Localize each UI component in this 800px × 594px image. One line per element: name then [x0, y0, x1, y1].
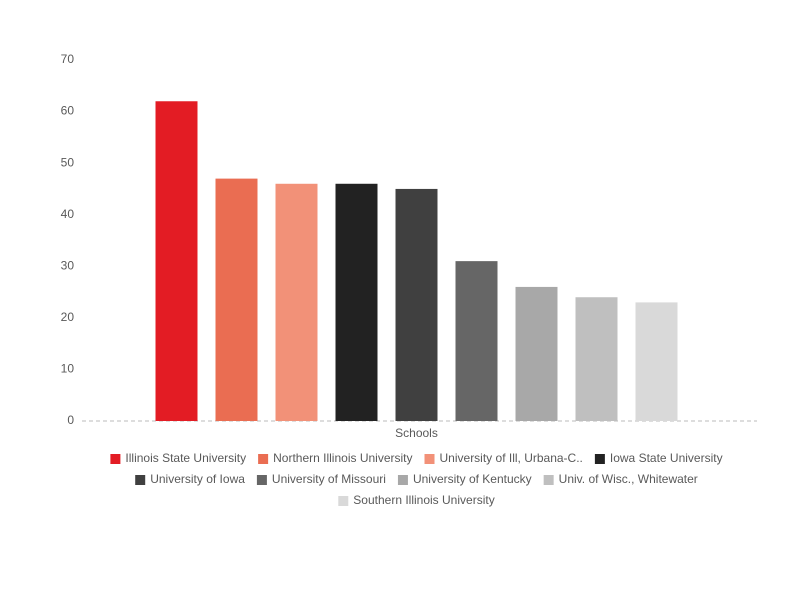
legend-label: University of Ill, Urbana-C..: [440, 451, 583, 465]
bar: [215, 178, 258, 421]
bar: [155, 101, 198, 421]
legend-swatch: [256, 475, 267, 485]
legend-swatch: [594, 454, 605, 464]
bar: [275, 183, 318, 421]
x-tick-label: Schools: [395, 426, 438, 440]
legend-label: Northern Illinois University: [273, 451, 412, 465]
bar: [635, 302, 678, 421]
legend-swatch: [258, 454, 269, 464]
y-tick-label: 40: [61, 207, 75, 221]
legend-label: Iowa State University: [610, 451, 723, 465]
legend-label: University of Iowa: [150, 472, 245, 486]
y-tick-label: 30: [61, 258, 75, 272]
legend-item: Southern Illinois University: [338, 493, 495, 507]
legend-swatch: [543, 475, 554, 485]
legend-swatch: [110, 454, 121, 464]
legend-label: University of Missouri: [272, 472, 386, 486]
legend-swatch: [397, 475, 408, 485]
bar: [455, 261, 498, 421]
legend-item: Iowa State University: [594, 451, 723, 465]
y-tick-label: 0: [67, 413, 74, 427]
legend-label: Univ. of Wisc., Whitewater: [559, 472, 698, 486]
legend-item: University of Ill, Urbana-C..: [424, 451, 583, 465]
legend-swatch: [338, 496, 349, 506]
bar: [395, 188, 438, 421]
legend-item: University of Kentucky: [397, 472, 532, 486]
y-tick-label: 20: [61, 310, 75, 324]
legend-item: Univ. of Wisc., Whitewater: [543, 472, 698, 486]
legend-item: Illinois State University: [110, 451, 246, 465]
y-tick-label: 60: [61, 104, 75, 118]
y-tick-label: 70: [61, 52, 75, 66]
bar: [515, 286, 558, 421]
legend-swatch: [424, 454, 435, 464]
legend-label: Southern Illinois University: [353, 493, 494, 507]
bar: [335, 183, 378, 421]
legend-label: University of Kentucky: [413, 472, 532, 486]
legend-swatch: [135, 475, 146, 485]
y-tick-label: 50: [61, 155, 75, 169]
bar: [575, 297, 618, 421]
legend-item: Northern Illinois University: [258, 451, 413, 465]
legend-item: University of Missouri: [256, 472, 386, 486]
legend-label: Illinois State University: [125, 451, 246, 465]
legend-item: University of Iowa: [135, 472, 245, 486]
y-tick-label: 10: [61, 362, 75, 376]
